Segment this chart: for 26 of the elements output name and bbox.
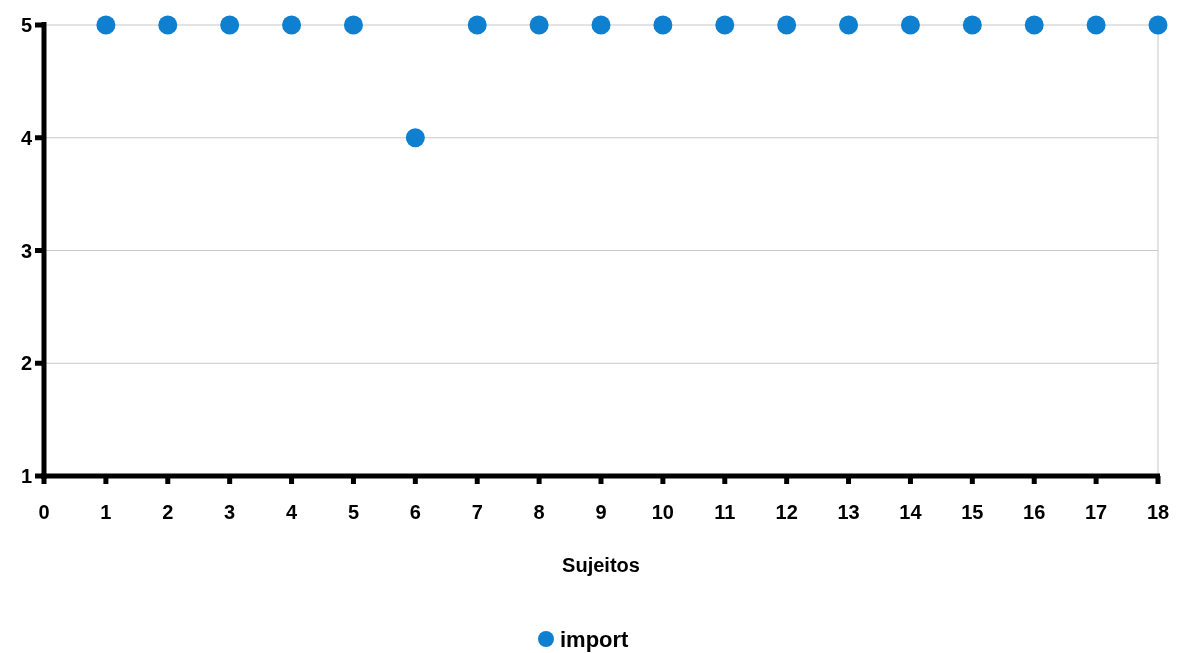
x-tick-label: 6 xyxy=(409,501,421,523)
x-tick-label: 14 xyxy=(899,501,923,523)
x-tick-label: 11 xyxy=(714,501,736,523)
x-tick-label: 0 xyxy=(38,501,50,523)
x-tick-label: 7 xyxy=(471,501,483,523)
x-tick-label: 13 xyxy=(837,501,860,523)
y-tick-label: 2 xyxy=(20,352,32,375)
y-tick-label: 3 xyxy=(20,239,32,262)
legend-label: import xyxy=(560,626,630,652)
x-tick-label: 2 xyxy=(162,501,174,523)
x-tick-label: 5 xyxy=(347,501,360,523)
x-tick-label: 17 xyxy=(1084,501,1108,523)
x-tick-label: 15 xyxy=(961,501,984,523)
x-tick-label: 4 xyxy=(285,501,298,523)
x-tick-label: 3 xyxy=(224,501,236,523)
x-tick-label: 1 xyxy=(100,501,112,523)
x-tick-label: 16 xyxy=(1023,501,1046,523)
x-axis-title: Sujeitos xyxy=(562,554,640,576)
x-tick-label: 9 xyxy=(595,501,607,523)
y-tick-label: 4 xyxy=(20,126,33,149)
x-tick-label: 18 xyxy=(1146,501,1170,523)
x-tick-label: 8 xyxy=(533,501,545,523)
y-tick-label: 5 xyxy=(20,14,32,36)
y-tick-label: 1 xyxy=(20,465,32,487)
x-tick-label: 12 xyxy=(775,501,798,523)
x-tick-label: 10 xyxy=(651,501,675,523)
